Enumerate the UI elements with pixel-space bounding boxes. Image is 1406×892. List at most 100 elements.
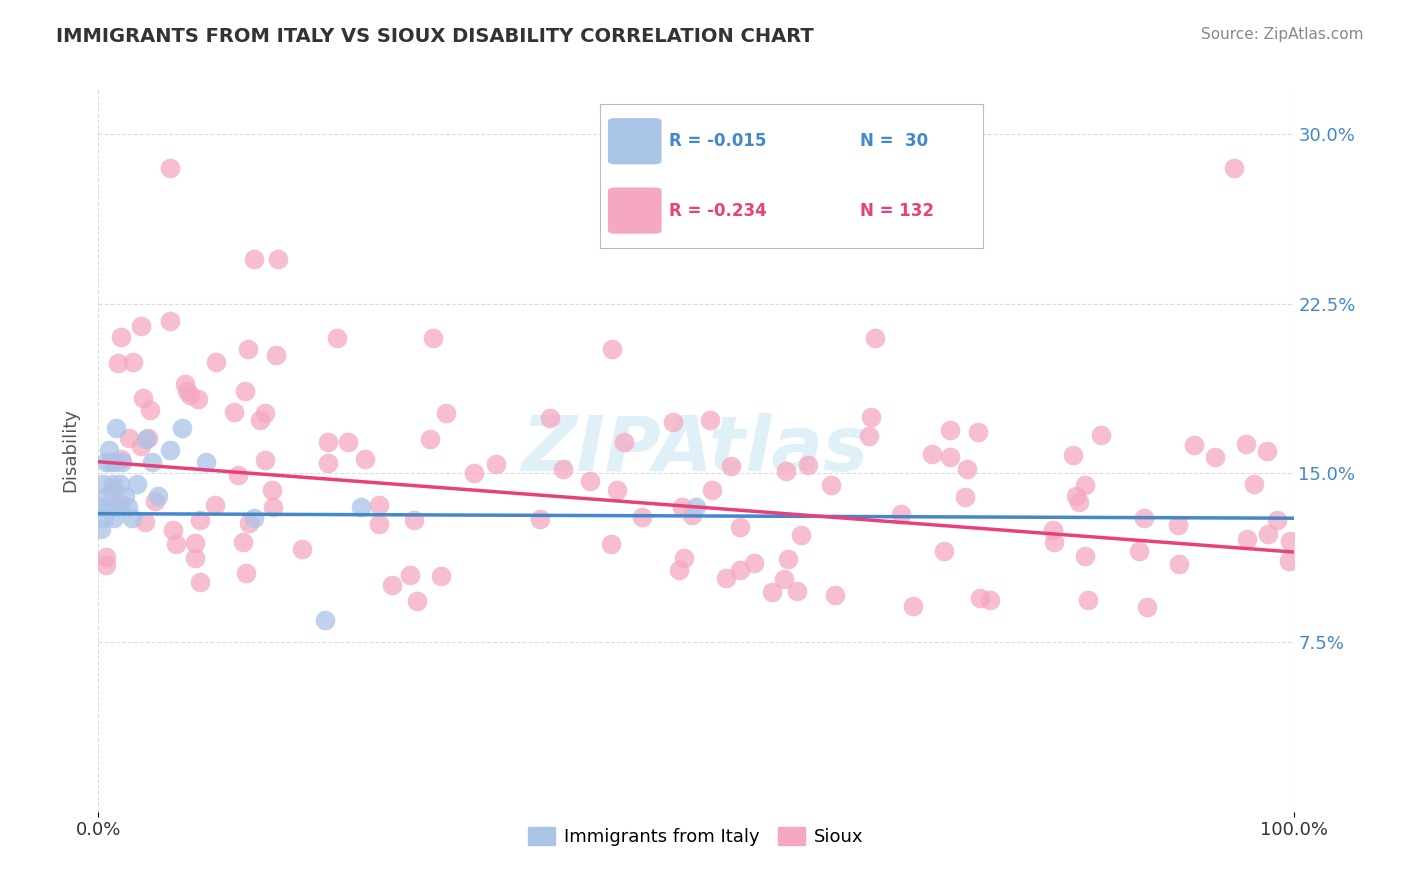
Point (1064, 489, 1087, 503)
Point (254, 452, 277, 467)
Point (1204, 450, 1226, 464)
Point (184, 535, 207, 549)
Point (110, 451, 132, 466)
Point (790, 528, 813, 542)
Point (1236, 532, 1258, 546)
Point (865, 330, 887, 344)
Point (1062, 448, 1084, 462)
Point (1069, 495, 1091, 509)
Point (419, 432, 441, 446)
Point (143, 494, 166, 508)
Point (434, 406, 457, 420)
Point (702, 483, 724, 497)
Point (232, 534, 254, 549)
Point (681, 508, 703, 522)
Point (529, 512, 551, 526)
Point (264, 348, 287, 362)
Point (367, 498, 389, 512)
Point (939, 450, 962, 465)
Text: Source: ZipAtlas.com: Source: ZipAtlas.com (1201, 27, 1364, 42)
Point (179, 388, 201, 402)
Point (720, 459, 742, 474)
Point (135, 432, 157, 446)
Point (98, 443, 121, 458)
Point (685, 500, 707, 514)
Point (786, 583, 808, 598)
Point (538, 411, 561, 425)
Point (316, 435, 339, 450)
Point (205, 355, 228, 369)
Point (932, 544, 955, 558)
Point (139, 403, 162, 417)
Point (901, 599, 924, 613)
Point (159, 314, 181, 328)
Point (463, 466, 485, 480)
Point (858, 429, 880, 443)
Point (661, 415, 683, 429)
Point (1278, 554, 1301, 568)
Point (398, 568, 420, 582)
Point (122, 355, 145, 369)
Point (254, 407, 277, 421)
Point (110, 497, 132, 511)
Point (243, 252, 266, 266)
Point (94, 455, 117, 469)
Point (129, 319, 152, 334)
Point (162, 523, 184, 537)
Point (91, 500, 114, 514)
Point (761, 584, 783, 599)
Point (117, 500, 139, 514)
Point (174, 377, 197, 392)
Point (381, 578, 404, 592)
Point (404, 513, 426, 527)
Point (326, 330, 349, 344)
Point (165, 537, 187, 551)
Point (772, 573, 794, 587)
Point (121, 511, 143, 525)
Point (104, 455, 127, 469)
Text: ZIPAtlas: ZIPAtlas (522, 414, 870, 487)
Point (316, 456, 339, 470)
Point (1128, 544, 1150, 558)
Point (368, 517, 391, 532)
Point (613, 435, 636, 450)
Point (1265, 513, 1288, 527)
Point (93, 511, 115, 525)
Point (600, 537, 623, 551)
Y-axis label: Disability: Disability (62, 409, 80, 492)
Point (797, 458, 820, 472)
Point (775, 465, 797, 479)
Point (100, 483, 122, 497)
Point (1073, 549, 1095, 563)
Point (98, 455, 122, 469)
Point (1077, 592, 1099, 607)
Point (118, 431, 141, 445)
Point (238, 516, 260, 530)
Point (159, 443, 181, 458)
Point (1182, 438, 1205, 452)
Point (243, 511, 266, 525)
Text: IMMIGRANTS FROM ITALY VS SIOUX DISABILITY CORRELATION CHART: IMMIGRANTS FROM ITALY VS SIOUX DISABILIT… (56, 27, 814, 45)
Point (262, 483, 284, 497)
Point (953, 490, 976, 504)
Point (97, 500, 120, 514)
Point (114, 489, 136, 503)
Point (94, 558, 117, 572)
Point (108, 477, 131, 491)
Point (233, 384, 256, 399)
Point (921, 447, 943, 461)
Point (107, 500, 129, 514)
Point (222, 405, 245, 419)
Point (1223, 161, 1246, 176)
Point (204, 498, 226, 512)
Point (1243, 477, 1265, 491)
Point (671, 500, 693, 514)
Point (336, 435, 359, 450)
Point (291, 541, 314, 556)
Point (235, 566, 257, 580)
Point (315, 613, 337, 627)
Point (631, 510, 654, 524)
Point (94, 550, 117, 565)
Point (578, 474, 600, 488)
Point (172, 421, 194, 435)
